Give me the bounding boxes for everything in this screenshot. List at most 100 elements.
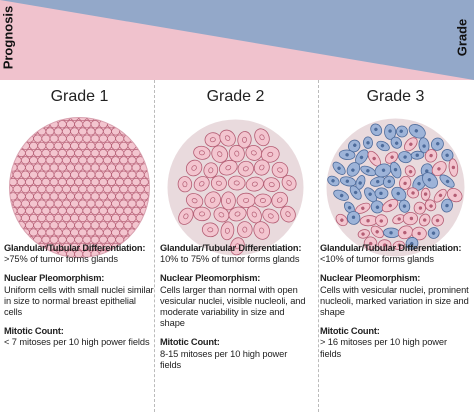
cell xyxy=(41,134,51,143)
cell xyxy=(236,221,253,238)
cell xyxy=(427,227,440,239)
cell xyxy=(16,177,26,186)
cell xyxy=(78,156,88,165)
cell xyxy=(78,185,88,194)
cell xyxy=(61,199,71,208)
cell xyxy=(74,177,84,186)
cell xyxy=(237,160,254,177)
cell xyxy=(271,191,289,209)
cell xyxy=(82,149,92,158)
nuclear-text: Cells with vesicular nuclei, prominent n… xyxy=(320,284,469,318)
cell xyxy=(57,163,67,172)
cell xyxy=(384,151,399,164)
nuclear-heading: Nuclear Pleomorphism: xyxy=(160,273,261,284)
cell xyxy=(61,228,71,237)
cell xyxy=(78,117,88,122)
cell xyxy=(29,141,39,150)
cell xyxy=(90,134,100,143)
cell xyxy=(33,221,43,230)
cell xyxy=(119,199,129,208)
cell xyxy=(82,192,92,201)
cell xyxy=(327,175,340,187)
mitotic-heading: Mitotic Count: xyxy=(320,326,380,337)
grade-1-column: Grade 1 Glandular/Tubular Differentiatio… xyxy=(2,80,157,412)
cell xyxy=(49,163,59,172)
cell xyxy=(90,120,100,129)
cell xyxy=(343,201,355,214)
cell xyxy=(123,163,133,172)
cell xyxy=(45,141,55,150)
grade-1-details: Glandular/Tubular Differentiation: >75% … xyxy=(4,243,154,349)
cell xyxy=(90,163,100,172)
cell xyxy=(193,176,210,192)
cell xyxy=(119,213,129,223)
cell xyxy=(57,192,67,201)
cell xyxy=(98,149,108,158)
mitotic-text: > 16 mitoses per 10 high power fields xyxy=(320,337,447,359)
cell xyxy=(98,192,108,201)
cell xyxy=(61,127,71,136)
cell xyxy=(20,156,30,165)
cell xyxy=(78,141,88,150)
nuclear-heading: Nuclear Pleomorphism: xyxy=(320,273,421,284)
cell xyxy=(193,206,211,222)
cell xyxy=(107,134,116,143)
glandular-heading: Glandular/Tubular Differentiation: xyxy=(320,243,462,253)
cell xyxy=(98,177,108,186)
grade-2-details: Glandular/Tubular Differentiation: 10% t… xyxy=(160,243,310,371)
column-divider xyxy=(318,80,319,412)
cell xyxy=(33,163,43,172)
cell xyxy=(115,134,125,143)
cell xyxy=(53,185,63,194)
cell xyxy=(263,177,281,192)
cell xyxy=(37,213,47,223)
cell xyxy=(49,206,59,215)
cell xyxy=(25,221,34,230)
cell xyxy=(61,170,71,179)
cell xyxy=(66,163,75,172)
cell xyxy=(82,221,92,230)
cell xyxy=(74,120,84,129)
prognosis-grade-banner xyxy=(0,0,474,80)
cell xyxy=(111,170,121,179)
cell xyxy=(53,170,63,179)
cell xyxy=(131,177,141,186)
cell xyxy=(333,189,349,201)
cell xyxy=(102,228,112,237)
cell xyxy=(20,213,30,223)
cell xyxy=(102,213,112,223)
cell xyxy=(102,156,112,165)
cell xyxy=(123,192,133,201)
nuclear-heading: Nuclear Pleomorphism: xyxy=(4,273,105,284)
nuclear-text: Cells larger than normal with open vesic… xyxy=(160,284,306,329)
cell xyxy=(61,156,71,165)
cell xyxy=(410,150,425,160)
cell xyxy=(74,221,84,230)
cell xyxy=(237,131,252,149)
cell xyxy=(127,185,137,194)
cell xyxy=(25,149,34,158)
cell xyxy=(413,201,426,215)
cell xyxy=(399,175,412,190)
cell xyxy=(94,185,104,194)
cell xyxy=(29,213,39,223)
cell xyxy=(70,127,80,136)
cell xyxy=(349,185,362,200)
cell xyxy=(422,172,438,189)
cell xyxy=(41,149,51,158)
grade-label: Grade xyxy=(454,18,470,57)
cell xyxy=(29,228,39,237)
cell xyxy=(70,228,80,237)
cell xyxy=(12,199,22,208)
cell xyxy=(41,177,51,186)
cell xyxy=(49,221,59,230)
cell xyxy=(127,170,137,179)
cell xyxy=(115,206,125,215)
cell xyxy=(384,124,397,140)
cell xyxy=(382,175,396,189)
nuclear-text: Uniform cells with small nuclei similar … xyxy=(4,284,154,318)
cell xyxy=(430,137,444,151)
cell xyxy=(185,159,203,177)
mitotic-text: 8-15 mitoses per 10 high power fields xyxy=(160,348,288,370)
cell xyxy=(90,149,100,158)
